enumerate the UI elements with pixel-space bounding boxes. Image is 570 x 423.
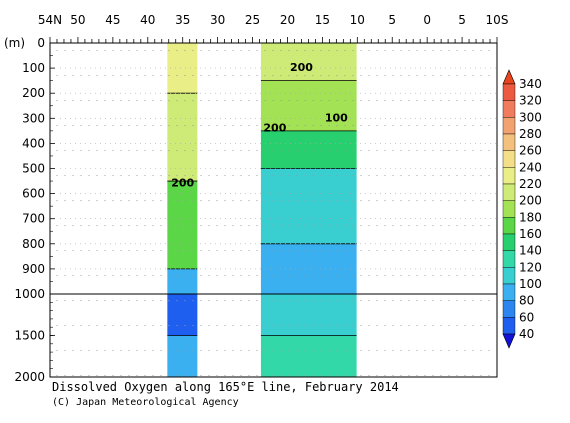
x-tick-label: 25 (245, 13, 260, 27)
contour-label: 100 (325, 111, 348, 124)
y-tick-label: 300 (22, 111, 45, 125)
y-tick-label: 800 (22, 237, 45, 251)
colorbar-label: 160 (519, 227, 542, 241)
colorbar-label: 300 (519, 110, 542, 124)
colorbar-label: 120 (519, 260, 542, 274)
colorbar-swatch (502, 217, 516, 235)
colorbar-label: 60 (519, 310, 534, 324)
colorbar-over-arrow (502, 69, 516, 85)
x-tick-label: 15 (315, 13, 330, 27)
y-tick-label: 500 (22, 162, 45, 176)
y-tick-label: 700 (22, 212, 45, 226)
y-tick-label: 900 (22, 262, 45, 276)
y-tick-label: 600 (22, 187, 45, 201)
colorbar-label: 220 (519, 177, 542, 191)
x-tick-label: 5 (388, 13, 396, 27)
colorbar-swatch (502, 167, 516, 185)
colorbar-swatch (502, 250, 516, 268)
colorbar-swatch (502, 283, 516, 301)
y-tick-label: 200 (22, 86, 45, 100)
colorbar-swatch (502, 100, 516, 118)
colorbar-label: 80 (519, 294, 534, 308)
x-tick-label: 5 (458, 13, 466, 27)
colorbar-label: 280 (519, 127, 542, 141)
chart-title: Dissolved Oxygen along 165°E line, Febru… (52, 380, 399, 394)
y-tick-label: 0 (37, 36, 45, 50)
x-tick-label: 35 (175, 13, 190, 27)
colorbar-swatch (502, 233, 516, 251)
colorbar-label: 140 (519, 244, 542, 258)
x-tick-label: 0 (423, 13, 431, 27)
colorbar-label: 260 (519, 144, 542, 158)
x-tick-label: 10S (486, 13, 509, 27)
x-tick-label: 30 (210, 13, 225, 27)
colorbar-swatch (502, 83, 516, 101)
colorbar-label: 40 (519, 327, 534, 341)
depth-unit-label: (m) (4, 36, 25, 50)
grid-dots (50, 43, 497, 377)
colorbar-swatch (502, 117, 516, 135)
dotted-grid (50, 42, 497, 377)
axes: 54N 50 45 40 35 30 25 20 15 10 5 0 5 10S0100200300400… (4, 13, 508, 384)
colorbar-swatch (502, 183, 516, 201)
chart-credit: (C) Japan Meteorological Agency (52, 397, 239, 408)
x-tick-label: 40 (140, 13, 155, 27)
colorbar-label: 180 (519, 210, 542, 224)
colorbar-label: 320 (519, 94, 542, 108)
y-tick-label: 400 (22, 136, 45, 150)
x-tick-label: 50 (70, 13, 85, 27)
contour-labels: 200 200 100 200 (171, 61, 348, 189)
contour-label: 200 (290, 61, 313, 74)
x-tick-label: 54N (38, 13, 62, 27)
y-tick-label: 1000 (14, 287, 45, 301)
x-tick-label: 10 (350, 13, 365, 27)
colorbar-swatch (502, 317, 516, 335)
x-tick-label: 45 (105, 13, 120, 27)
colorbar-swatch (502, 133, 516, 151)
colorbar-swatch (502, 200, 516, 218)
y-tick-label: 2000 (14, 370, 45, 384)
colorbar-swatch (502, 267, 516, 285)
colorbar-swatch (502, 300, 516, 318)
colorbar-label: 340 (519, 77, 542, 91)
colorbar-label: 200 (519, 194, 542, 208)
contour-label: 200 (263, 121, 286, 134)
colorbar-label: 240 (519, 160, 542, 174)
colorbar-under-arrow (502, 333, 516, 349)
y-tick-label: 100 (22, 61, 45, 75)
contour-label: 200 (171, 177, 194, 190)
colorbar-label: 100 (519, 277, 542, 291)
colorbar: 340 320 300 280 260 240 220 200 180 160 140 120 100 8… (502, 69, 542, 349)
colorbar-swatch (502, 150, 516, 168)
y-tick-label: 1500 (14, 329, 45, 343)
x-tick-label: 20 (280, 13, 295, 27)
